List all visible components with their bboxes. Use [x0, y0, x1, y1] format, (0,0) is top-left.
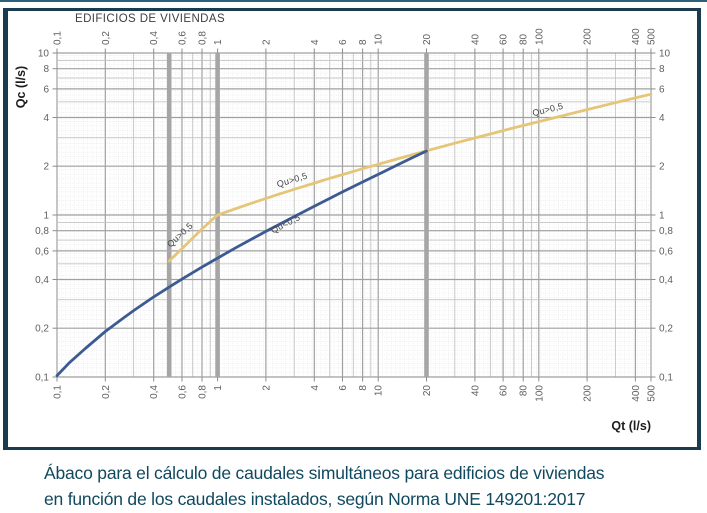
svg-text:0,8: 0,8 — [659, 226, 673, 237]
svg-text:0,4: 0,4 — [149, 31, 160, 45]
svg-text:2: 2 — [43, 162, 49, 173]
svg-text:4: 4 — [43, 113, 49, 124]
svg-text:8: 8 — [358, 385, 369, 391]
svg-text:6: 6 — [338, 385, 349, 391]
svg-text:0,2: 0,2 — [101, 31, 112, 45]
svg-text:4: 4 — [310, 385, 321, 391]
svg-text:0,4: 0,4 — [149, 385, 160, 399]
svg-text:60: 60 — [499, 385, 510, 397]
svg-text:0,6: 0,6 — [659, 246, 673, 257]
svg-text:10: 10 — [659, 49, 671, 60]
svg-text:0,6: 0,6 — [178, 31, 189, 45]
svg-text:10: 10 — [38, 49, 50, 60]
svg-text:10: 10 — [374, 33, 385, 45]
svg-text:1: 1 — [43, 211, 49, 222]
svg-text:1: 1 — [659, 211, 665, 222]
svg-text:2: 2 — [659, 162, 665, 173]
svg-text:10: 10 — [374, 385, 385, 397]
svg-text:4: 4 — [659, 113, 665, 124]
abaco-chart-box: EDIFICIOS DE VIVIENDAS 0,1 0,1 0,2 0,2 0,4 0,… — [3, 8, 701, 450]
svg-text:4: 4 — [310, 39, 321, 45]
caption-line-1: Ábaco para el cálculo de caudales simult… — [44, 463, 605, 483]
svg-text:6: 6 — [659, 84, 665, 95]
curve-Qu<0,5 — [55, 149, 428, 378]
svg-text:20: 20 — [422, 33, 433, 45]
svg-text:20: 20 — [422, 385, 433, 397]
svg-text:1: 1 — [213, 39, 224, 45]
svg-text:2: 2 — [261, 39, 272, 45]
svg-text:60: 60 — [499, 33, 510, 45]
svg-text:0,2: 0,2 — [35, 324, 49, 335]
svg-text:0,2: 0,2 — [659, 324, 673, 335]
svg-text:6: 6 — [43, 84, 49, 95]
svg-text:0,8: 0,8 — [198, 385, 209, 399]
svg-text:500: 500 — [647, 28, 658, 45]
svg-text:0,6: 0,6 — [178, 385, 189, 399]
svg-text:500: 500 — [647, 385, 658, 402]
svg-text:200: 200 — [583, 28, 594, 45]
svg-text:1: 1 — [213, 385, 224, 391]
svg-text:40: 40 — [470, 385, 481, 397]
svg-text:0,8: 0,8 — [198, 31, 209, 45]
y-axis-label: Qc (l/s) — [14, 66, 28, 108]
curve-Qu>0,5 — [167, 92, 653, 263]
svg-text:0,1: 0,1 — [659, 373, 673, 384]
chart-title: EDIFICIOS DE VIVIENDAS — [75, 13, 226, 25]
svg-text:0,1: 0,1 — [53, 31, 64, 45]
axis-ticks: 0,1 0,1 0,2 0,2 0,4 0,4 0,6 0,6 0,8 0,8 1 1 2 2 4 4 6 6 8 8… — [35, 28, 673, 402]
svg-text:6: 6 — [338, 39, 349, 45]
svg-text:400: 400 — [631, 28, 642, 45]
svg-text:8: 8 — [43, 64, 49, 75]
svg-text:400: 400 — [631, 385, 642, 402]
caption-line-2: en función de los caudales instalados, s… — [44, 488, 586, 509]
svg-text:8: 8 — [659, 64, 665, 75]
svg-text:100: 100 — [534, 28, 545, 45]
svg-text:8: 8 — [358, 39, 369, 45]
svg-text:0,4: 0,4 — [35, 275, 49, 286]
svg-text:0,8: 0,8 — [35, 226, 49, 237]
figure-caption: Ábaco para el cálculo de caudales simult… — [44, 461, 694, 512]
svg-text:2: 2 — [261, 385, 272, 391]
x-axis-label: Qt (l/s) — [611, 419, 651, 433]
abaco-log-log-plot: 0,1 0,1 0,2 0,2 0,4 0,4 0,6 0,6 0,8 0,8 1 1 2 2 4 4 6 6 8 8… — [14, 28, 673, 433]
svg-text:0,2: 0,2 — [101, 385, 112, 399]
svg-text:0,6: 0,6 — [35, 246, 49, 257]
svg-text:200: 200 — [583, 385, 594, 402]
svg-text:80: 80 — [519, 33, 530, 45]
svg-text:80: 80 — [519, 385, 530, 397]
svg-text:100: 100 — [534, 385, 545, 402]
svg-text:0,1: 0,1 — [53, 385, 64, 399]
svg-text:40: 40 — [470, 33, 481, 45]
svg-text:0,4: 0,4 — [659, 275, 673, 286]
svg-text:0,1: 0,1 — [35, 373, 49, 384]
page-top-rule — [0, 0, 707, 2]
